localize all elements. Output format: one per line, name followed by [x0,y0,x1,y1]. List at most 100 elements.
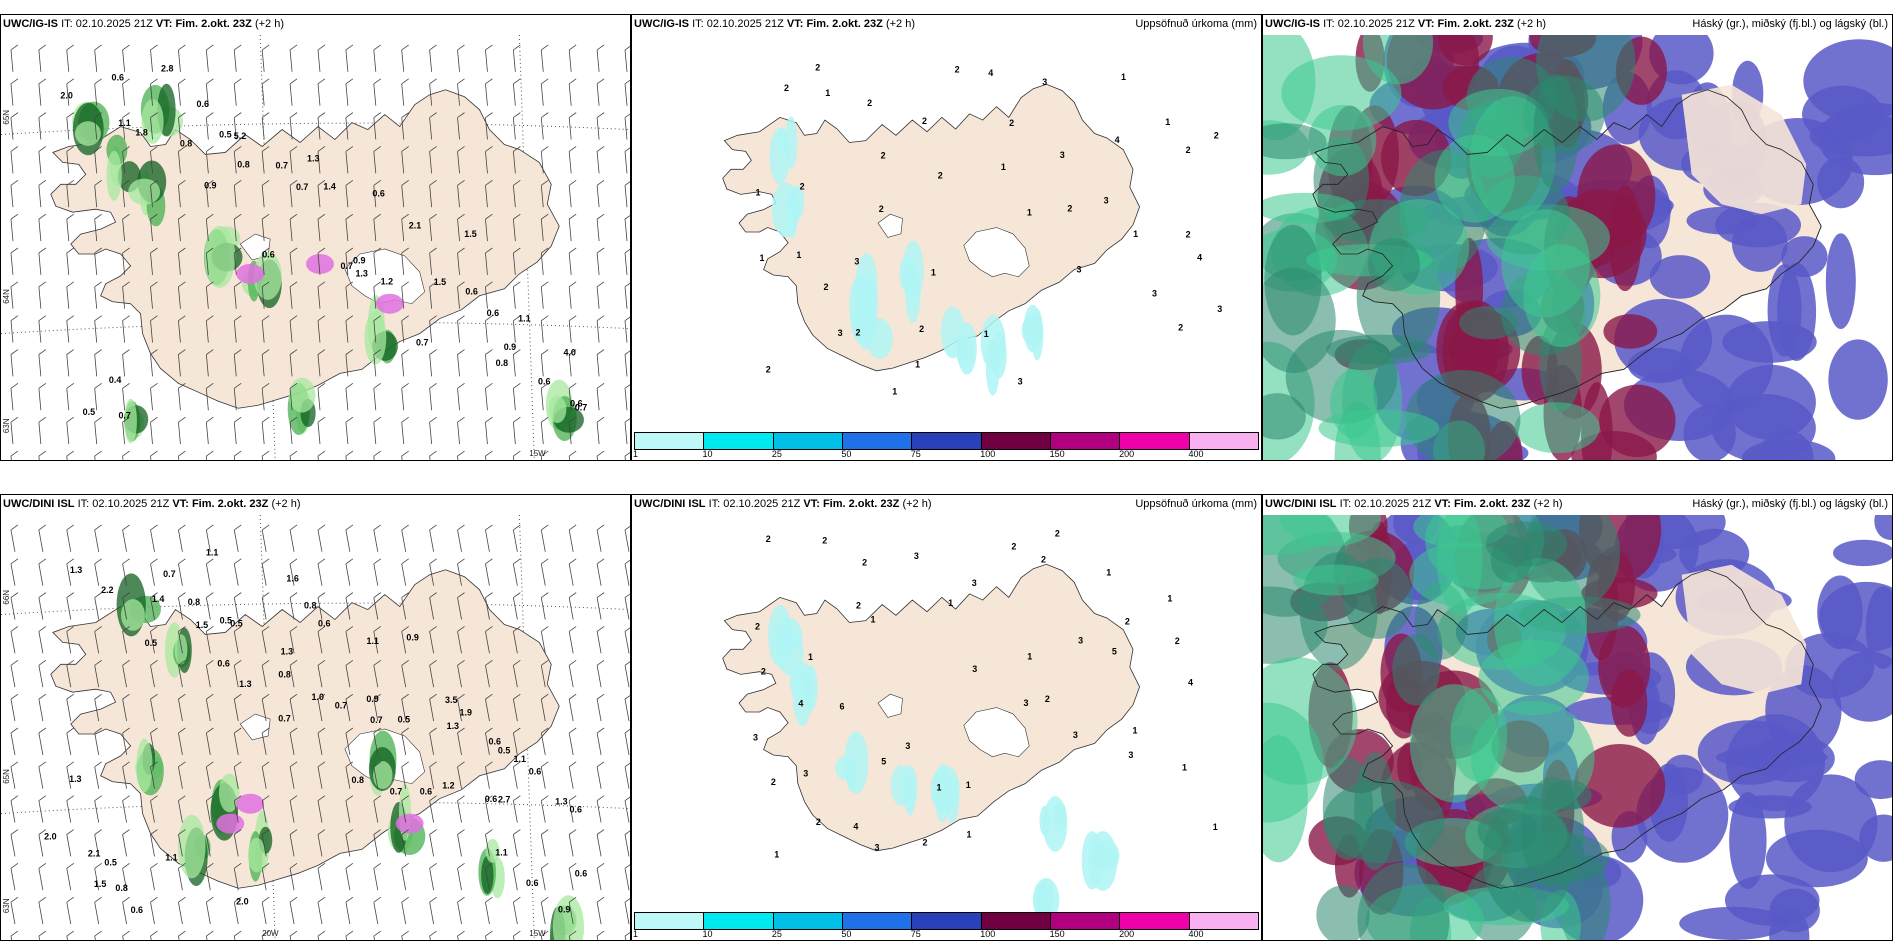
precip-value-label: 2 [879,204,884,214]
precip-value-label: 3 [1024,698,1029,708]
axis-labels: 65N 64N 63N 15W [2,110,546,458]
precip-value-label: 1 [892,387,897,397]
precip-value-label: 0.6 [538,376,550,386]
precip-value-label: 1 [1027,652,1032,662]
precip-value-label: 0.8 [115,883,127,893]
colorbar-swatch [635,913,705,929]
precip-value-label: 1.4 [323,182,335,192]
colorbar-swatch [1050,913,1121,929]
precip-value-label: 1.9 [460,708,472,718]
colorbar-tick-label: 150 [1049,449,1065,459]
precip-value-label: 3 [753,732,758,742]
precip-value-label: 4 [798,699,803,709]
panel-header: UWC/DINI ISL IT: 02.10.2025 21Z VT: Fim.… [3,498,301,510]
precip-value-label: 0.6 [529,766,541,776]
precip-value-label: 0.5 [230,619,242,629]
precip-value-label: 0.6 [262,250,274,260]
accumulated-precip-panel-row2: UWC/DINI ISL IT: 02.10.2025 21Z VT: Fim.… [631,494,1262,941]
latitude-label: 63N [2,418,11,433]
glacier [877,213,903,238]
latitude-label: 65N [2,769,11,784]
precip-value-label: 2 [862,557,867,567]
precip-value-label: 3 [972,664,977,674]
precip-value-label: 1 [966,829,971,839]
precip-value-label: 0.8 [237,159,249,169]
precip-value-label: 0.6 [570,804,582,814]
latitude-label: 64N [2,289,11,304]
precip-value-label: 3 [1073,730,1078,740]
precip-value-label: 0.8 [496,358,508,368]
precip-value-label: 4.0 [563,347,575,357]
precip-value-label: 2 [766,534,771,544]
precip-value-label: 0.7 [575,402,587,412]
precip-value-label: 0.5 [219,129,231,139]
precip-value-label: 2.7 [498,795,510,805]
precip-value-label: 5 [881,756,886,766]
latitude-label: 65N [2,110,11,125]
precip-value-label: 1 [1133,229,1138,239]
precip-value-label: 1.1 [514,754,526,764]
colorbar-tick-label: 25 [771,929,782,939]
precip-value-label: 2.0 [44,831,56,841]
precip-blobs [769,116,1044,396]
precip-value-label: 1 [1167,594,1172,604]
colorbar-swatch [842,913,913,929]
precip-title: Uppsöfnuð úrkoma (mm) [1135,498,1257,510]
precip-value-label: 1 [1165,117,1170,127]
precip-value-label: 3 [1217,304,1222,314]
precip-value-label: 3 [1104,196,1109,206]
wind-precip-panel-row2: UWC/DINI ISL IT: 02.10.2025 21Z VT: Fim.… [0,494,631,941]
precip-value-label: 1 [1027,208,1032,218]
precip-value-label: 1.4 [152,594,164,604]
precip-value-label: 2 [816,817,821,827]
precip-value-label: 0.9 [204,181,216,191]
precip-value-label: 4 [1115,135,1120,145]
precip-value-label: 3.5 [445,695,457,705]
precip-value-label: 2.0 [236,897,248,907]
panel-header: UWC/DINI ISL IT: 02.10.2025 21Z VT: Fim.… [634,498,932,510]
colorbar-swatch [981,913,1051,929]
precip-value-label: 4 [853,821,858,831]
panel-header: UWC/DINI ISL IT: 02.10.2025 21Z VT: Fim.… [1265,498,1563,510]
precip-value-label: 2 [1055,528,1060,538]
precip-value-label: 1.3 [239,679,251,689]
precip-value-label: 1.5 [94,879,106,889]
precip-value-label: 3 [1077,265,1082,275]
wind-map: 2.0 1.1 0.9 0.6 1.3 0.7 0.9 0.6 0.6 0.8 0.8 0.7 1.2 0… [1,35,630,460]
precip-value-label: 1.1 [206,547,218,557]
colorbar-swatch [1050,433,1121,449]
precip-value-label: 1 [915,359,920,369]
precip-value-label: 4 [988,68,993,78]
precip-value-label: 1.0 [312,692,324,702]
precip-value-label: 1 [755,187,760,197]
precip-value-label: 3 [1078,636,1083,646]
precip-value-label: 1.3 [355,269,367,279]
precip-colorbar: 1 10 25 50 75 100 150 200 400 [632,912,1261,940]
precip-value-label: 0.9 [366,694,378,704]
precip-value-label: 2 [856,600,861,610]
precip-value-label: 2 [755,622,760,632]
precip-value-label: 2 [1045,694,1050,704]
cloud-layers [1263,515,1892,940]
precip-value-label: 1 [1182,763,1187,773]
precip-value-label: 2 [824,282,829,292]
precip-value-label: 2 [922,116,927,126]
panel-header: UWC/IG-IS IT: 02.10.2025 21Z VT: Fim. 2.… [1265,18,1546,30]
precip-value-label: 0.9 [504,342,516,352]
precip-value-label: 2 [938,170,943,180]
precip-value-label: 2 [1178,323,1183,333]
longitude-label: 15W [529,449,546,458]
precip-value-label: 0.9 [353,255,365,265]
precip-value-label: 0.6 [485,794,497,804]
precip-value-label: 2.1 [409,221,421,231]
precip-value-label: 1.2 [381,276,393,286]
precip-value-label: 1.3 [69,774,81,784]
precip-value-label: 0.7 [296,182,308,192]
precip-value-label: 0.5 [83,407,95,417]
colorbar-tick-label: 10 [702,449,713,459]
precip-value-label: 0.6 [112,72,124,82]
panel-header: UWC/IG-IS IT: 02.10.2025 21Z VT: Fim. 2.… [634,18,915,30]
precip-value-label: 2 [856,328,861,338]
colorbar-tick-label: 25 [771,449,782,459]
precip-value-label: 0.7 [335,701,347,711]
